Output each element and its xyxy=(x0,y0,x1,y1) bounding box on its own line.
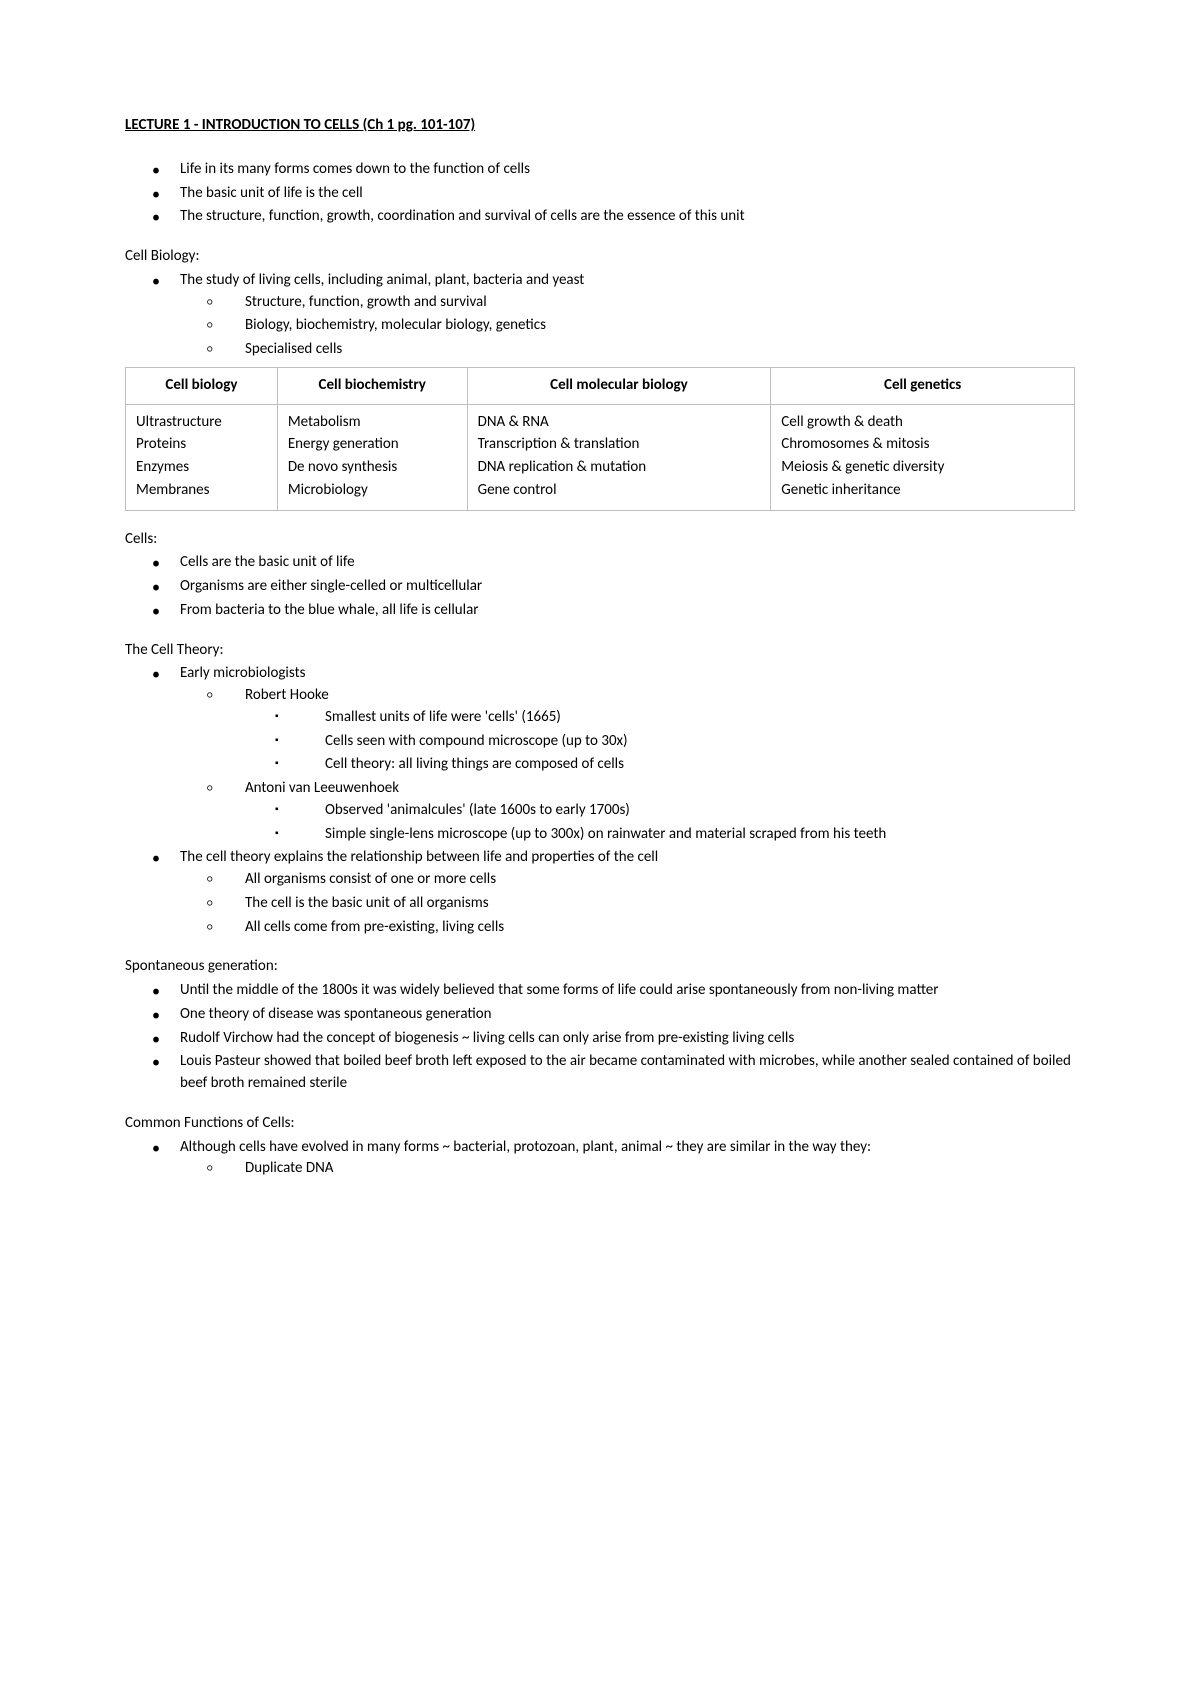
list-item: Louis Pasteur showed that boiled beef br… xyxy=(180,1051,1075,1095)
section-label-cells: Cells: xyxy=(125,529,1075,551)
list-item: The structure, function, growth, coordin… xyxy=(180,206,1075,228)
table-cell: Metabolism Energy generation De novo syn… xyxy=(277,404,467,510)
list-item: Duplicate DNA xyxy=(245,1158,1075,1180)
list-item: Cells seen with compound microscope (up … xyxy=(325,731,1075,753)
list-item: All organisms consist of one or more cel… xyxy=(245,869,1075,891)
table-header: Cell biology xyxy=(126,367,278,404)
list-item: The cell is the basic unit of all organi… xyxy=(245,893,1075,915)
intro-list: Life in its many forms comes down to the… xyxy=(125,159,1075,228)
cell-theory-sublist: All organisms consist of one or more cel… xyxy=(180,869,1075,938)
section-label-spontaneous: Spontaneous generation: xyxy=(125,956,1075,978)
list-item: Cell theory: all living things are compo… xyxy=(325,754,1075,776)
list-item: All cells come from pre-existing, living… xyxy=(245,917,1075,939)
list-item: Simple single-lens microscope (up to 300… xyxy=(325,824,1075,846)
list-item: The study of living cells, including ani… xyxy=(180,270,1075,361)
list-item: Biology, biochemistry, molecular biology… xyxy=(245,315,1075,337)
cell-biology-sublist: Structure, function, growth and survival… xyxy=(180,292,1075,361)
list-item: The cell theory explains the relationshi… xyxy=(180,847,1075,938)
cell-theory-list: Early microbiologists Robert Hooke Small… xyxy=(125,663,1075,938)
spontaneous-list: Until the middle of the 1800s it was wid… xyxy=(125,980,1075,1095)
list-item: Antoni van Leeuwenhoek Observed 'animalc… xyxy=(245,778,1075,845)
list-item: Life in its many forms comes down to the… xyxy=(180,159,1075,181)
list-item: Observed 'animalcules' (late 1600s to ea… xyxy=(325,800,1075,822)
list-item: Cells are the basic unit of life xyxy=(180,552,1075,574)
lecture-heading: LECTURE 1 - INTRODUCTION TO CELLS (Ch 1 … xyxy=(125,115,1075,137)
common-functions-sublist: Duplicate DNA xyxy=(180,1158,1075,1180)
table-header: Cell biochemistry xyxy=(277,367,467,404)
list-item-text: Although cells have evolved in many form… xyxy=(180,1138,871,1156)
common-functions-list: Although cells have evolved in many form… xyxy=(125,1137,1075,1181)
list-item-text: Early microbiologists xyxy=(180,664,305,682)
list-item-text: Antoni van Leeuwenhoek xyxy=(245,779,399,797)
section-label-common-functions: Common Functions of Cells: xyxy=(125,1113,1075,1135)
list-item: Smallest units of life were 'cells' (166… xyxy=(325,707,1075,729)
microbiologists-sublist: Robert Hooke Smallest units of life were… xyxy=(180,685,1075,845)
antoni-sublist: Observed 'animalcules' (late 1600s to ea… xyxy=(245,800,1075,846)
table-cell: DNA & RNA Transcription & translation DN… xyxy=(467,404,771,510)
list-item: Until the middle of the 1800s it was wid… xyxy=(180,980,1075,1002)
hooke-sublist: Smallest units of life were 'cells' (166… xyxy=(245,707,1075,776)
list-item: Robert Hooke Smallest units of life were… xyxy=(245,685,1075,776)
table-header: Cell genetics xyxy=(771,367,1075,404)
list-item: Organisms are either single-celled or mu… xyxy=(180,576,1075,598)
list-item: Rudolf Virchow had the concept of biogen… xyxy=(180,1028,1075,1050)
biology-table: Cell biology Cell biochemistry Cell mole… xyxy=(125,367,1075,511)
cells-list: Cells are the basic unit of life Organis… xyxy=(125,552,1075,621)
table-cell: Ultrastructure Proteins Enzymes Membrane… xyxy=(126,404,278,510)
list-item: Although cells have evolved in many form… xyxy=(180,1137,1075,1181)
list-item: Specialised cells xyxy=(245,339,1075,361)
table-row: Ultrastructure Proteins Enzymes Membrane… xyxy=(126,404,1075,510)
list-item: The basic unit of life is the cell xyxy=(180,183,1075,205)
cell-biology-list: The study of living cells, including ani… xyxy=(125,270,1075,361)
list-item-text: Robert Hooke xyxy=(245,686,329,704)
section-label-cell-biology: Cell Biology: xyxy=(125,246,1075,268)
list-item: Early microbiologists Robert Hooke Small… xyxy=(180,663,1075,845)
list-item: One theory of disease was spontaneous ge… xyxy=(180,1004,1075,1026)
section-label-cell-theory: The Cell Theory: xyxy=(125,640,1075,662)
table-cell: Cell growth & death Chromosomes & mitosi… xyxy=(771,404,1075,510)
list-item-text: The study of living cells, including ani… xyxy=(180,271,584,289)
list-item: From bacteria to the blue whale, all lif… xyxy=(180,600,1075,622)
table-header: Cell molecular biology xyxy=(467,367,771,404)
list-item: Structure, function, growth and survival xyxy=(245,292,1075,314)
list-item-text: The cell theory explains the relationshi… xyxy=(180,848,658,866)
